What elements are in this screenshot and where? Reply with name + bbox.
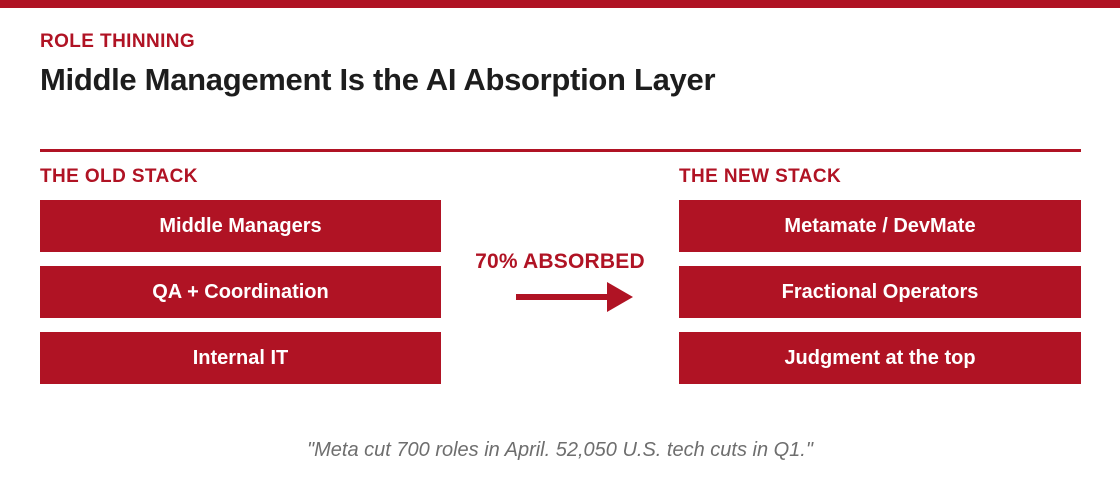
old-stack-box-internal-it: Internal IT	[40, 332, 441, 384]
arrow-head	[607, 281, 633, 312]
absorbed-label: 70% ABSORBED	[475, 250, 645, 273]
old-stack-box-middle-managers: Middle Managers	[40, 200, 441, 252]
page-title: Middle Management Is the AI Absorption L…	[40, 62, 716, 97]
eyebrow-label: ROLE THINNING	[40, 31, 196, 52]
new-stack-box-metamate-devmate: Metamate / DevMate	[679, 200, 1081, 252]
arrow-right-icon	[516, 281, 633, 312]
arrow-shaft	[516, 293, 607, 300]
footer-quote: "Meta cut 700 roles in April. 52,050 U.S…	[307, 439, 813, 461]
header-divider	[40, 149, 1081, 152]
top-accent-bar	[0, 0, 1120, 8]
new-stack-box-judgment-at-top: Judgment at the top	[679, 332, 1081, 384]
old-stack-heading: THE OLD STACK	[40, 166, 198, 187]
new-stack-box-fractional-operators: Fractional Operators	[679, 266, 1081, 318]
new-stack-heading: THE NEW STACK	[679, 166, 842, 187]
old-stack-box-qa-coordination: QA + Coordination	[40, 266, 441, 318]
